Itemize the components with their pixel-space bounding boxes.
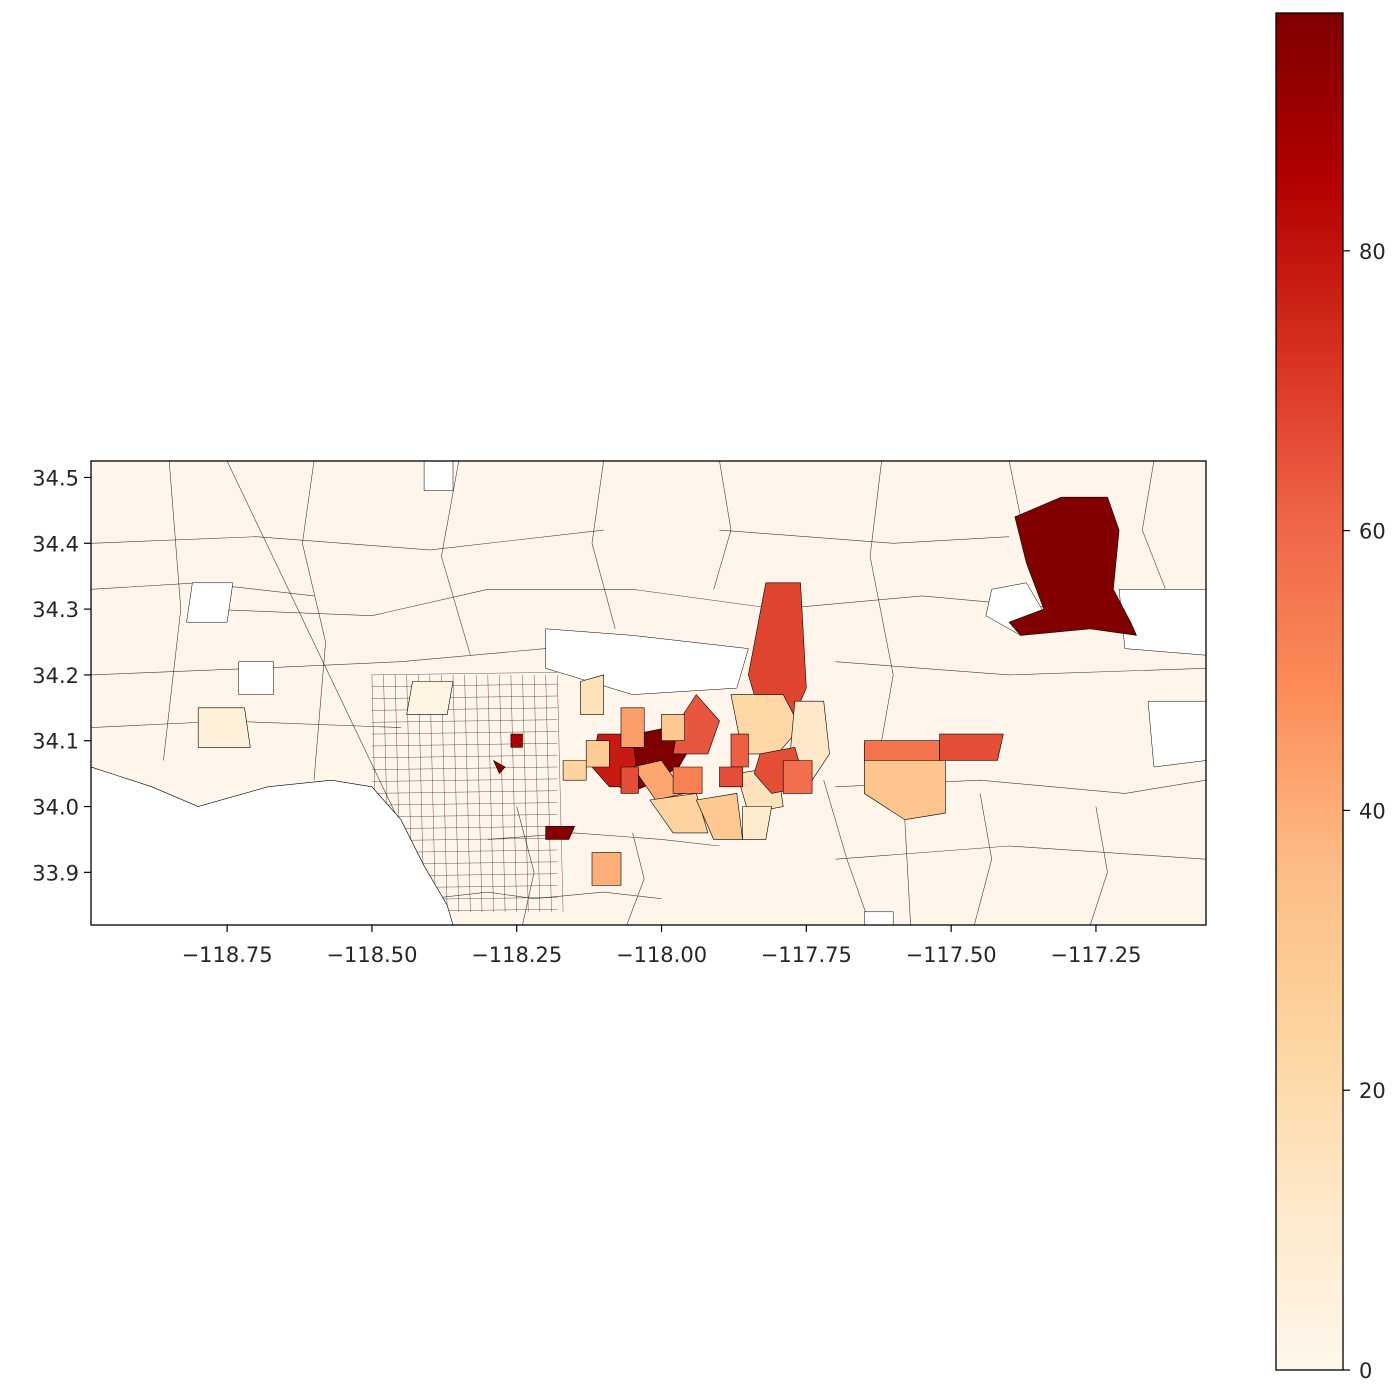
boundary-line bbox=[441, 461, 471, 656]
region-polygon bbox=[719, 766, 743, 788]
region-polygon bbox=[649, 793, 709, 834]
map-frame bbox=[90, 460, 1207, 926]
y-tick-label: 34.3 bbox=[32, 598, 79, 622]
x-axis: −118.75 −118.50 −118.25 −118.00 −117.75 −117.… bbox=[182, 925, 1141, 967]
y-tick-label: 34.2 bbox=[32, 664, 79, 688]
ocean-area bbox=[91, 766, 454, 925]
region-polygon bbox=[661, 714, 686, 742]
boundary-line bbox=[487, 832, 720, 847]
boundary-line bbox=[302, 461, 326, 781]
region-polygon bbox=[510, 733, 523, 748]
region-polygon bbox=[782, 760, 813, 794]
ocean bbox=[91, 766, 454, 925]
colorbar-tick-label: 60 bbox=[1359, 520, 1386, 544]
region-polygon bbox=[742, 806, 772, 840]
boundary-line bbox=[163, 461, 182, 761]
boundary-line bbox=[835, 845, 1206, 860]
colorbar-tick-label: 40 bbox=[1359, 799, 1386, 823]
region-polygon bbox=[620, 766, 639, 794]
boundary-line bbox=[823, 780, 871, 925]
boundary-line bbox=[1008, 461, 1021, 517]
x-tick-label: −117.50 bbox=[906, 943, 997, 967]
region-polygon bbox=[545, 825, 576, 840]
region-polygon bbox=[562, 760, 587, 781]
colorbar-tick-label: 0 bbox=[1359, 1359, 1372, 1383]
region-polygon bbox=[591, 852, 622, 886]
region-polygon bbox=[585, 740, 610, 768]
no-data-area bbox=[186, 582, 234, 623]
region-polygon bbox=[730, 733, 749, 768]
colorbar-tick-label: 80 bbox=[1359, 240, 1386, 264]
no-data-area bbox=[1118, 589, 1206, 656]
x-tick-label: −118.75 bbox=[182, 943, 273, 967]
y-tick-label: 34.0 bbox=[32, 796, 79, 820]
boundary-line bbox=[974, 793, 993, 925]
region-polygon bbox=[492, 759, 506, 775]
y-axis: 33.9 34.0 34.1 34.2 34.3 34.4 34.5 bbox=[32, 466, 91, 885]
region-polygon bbox=[580, 674, 604, 715]
x-tick-label: −117.75 bbox=[761, 943, 852, 967]
region-polygon bbox=[406, 681, 454, 715]
x-tick-label: −118.25 bbox=[471, 943, 562, 967]
region-polygon bbox=[863, 740, 940, 761]
region-polygon bbox=[620, 707, 645, 748]
boundary-line bbox=[835, 661, 1206, 676]
y-tick-label: 34.5 bbox=[32, 466, 79, 490]
boundary-line bbox=[869, 461, 894, 741]
boundary-line bbox=[591, 461, 616, 629]
region-polygon bbox=[197, 707, 251, 748]
no-data-area bbox=[423, 461, 454, 491]
boundary-line bbox=[1141, 461, 1166, 590]
highlighted-regions bbox=[197, 496, 1137, 886]
y-tick-label: 34.4 bbox=[32, 532, 79, 556]
y-tick-label: 33.9 bbox=[32, 861, 79, 885]
colorbar: 0 20 40 60 80 bbox=[1275, 12, 1386, 1383]
boundary-line bbox=[516, 806, 535, 925]
boundary-line bbox=[626, 832, 645, 925]
x-tick-label: −118.50 bbox=[326, 943, 417, 967]
colorbar-gradient bbox=[1275, 12, 1344, 1371]
no-data-area bbox=[864, 911, 894, 925]
colorbar-tick-label: 20 bbox=[1359, 1079, 1386, 1103]
boundary-line bbox=[1089, 806, 1108, 925]
y-tick-label: 34.1 bbox=[32, 730, 79, 754]
no-data-area bbox=[238, 661, 274, 695]
boundary-line bbox=[713, 461, 732, 590]
map-area bbox=[91, 461, 1206, 925]
region-polygon bbox=[939, 733, 1004, 761]
x-tick-label: −118.00 bbox=[616, 943, 707, 967]
boundary-line bbox=[904, 819, 911, 925]
colorbar-ticks: 0 20 40 60 80 bbox=[1343, 240, 1386, 1383]
region-polygon bbox=[672, 766, 703, 794]
x-tick-label: −117.25 bbox=[1050, 943, 1141, 967]
boundary-line bbox=[429, 891, 662, 900]
region-polygon bbox=[1008, 496, 1137, 636]
boundary-line bbox=[719, 529, 1010, 544]
no-data-area bbox=[1147, 700, 1206, 768]
boundary-line bbox=[91, 529, 604, 551]
